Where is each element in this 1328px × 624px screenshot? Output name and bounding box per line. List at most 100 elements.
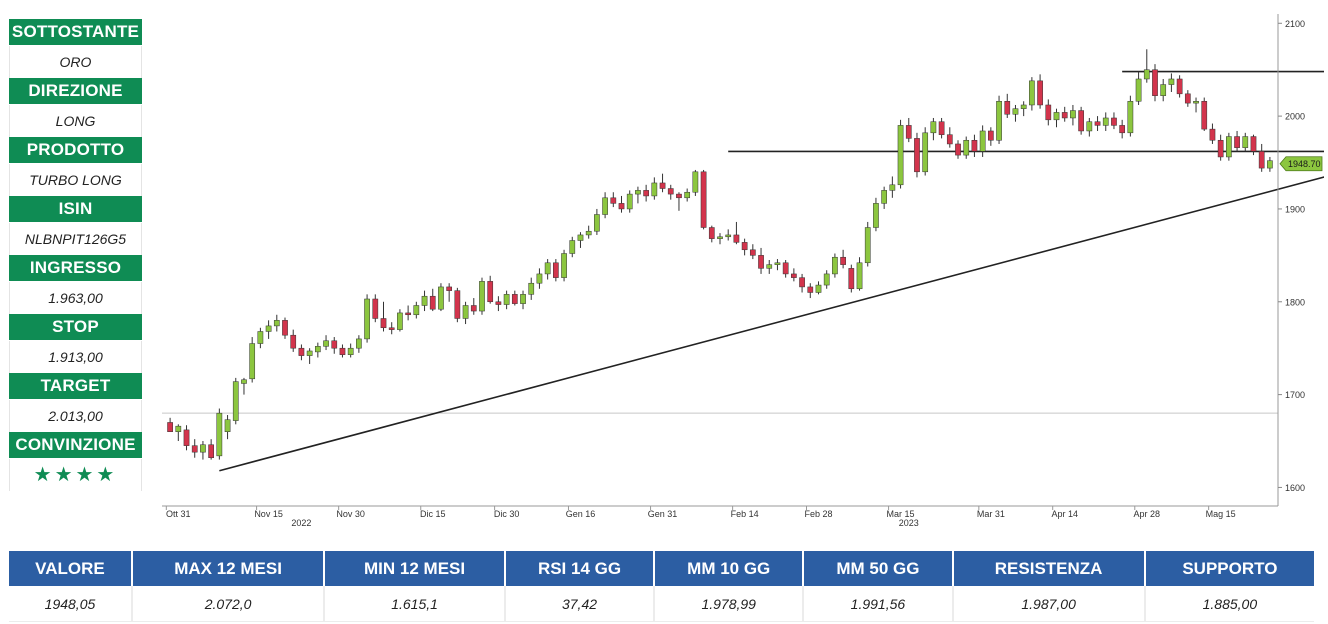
candle-body — [1020, 104, 1027, 109]
candle-body — [224, 419, 231, 432]
candle — [1143, 49, 1150, 83]
sidebar-value: 1.913,00 — [9, 341, 142, 373]
candle-body — [241, 379, 247, 384]
candle — [708, 225, 715, 243]
candle-body — [873, 203, 879, 228]
candle-body — [323, 340, 329, 347]
stats-value-cell: 37,42 — [503, 586, 654, 622]
candle-body — [585, 230, 592, 236]
candle — [1217, 134, 1224, 161]
candle-body — [479, 281, 485, 312]
y-tick-label: 1600 — [1285, 483, 1305, 493]
candle-body — [708, 227, 715, 239]
stats-header-cell: RSI 14 GG — [503, 551, 654, 586]
candle — [741, 238, 748, 256]
candle — [429, 288, 436, 312]
last-price-tag — [1279, 156, 1323, 172]
candle — [635, 186, 641, 204]
candle — [1086, 117, 1093, 137]
stats-value-cell: 1.991,56 — [802, 586, 952, 622]
candle-body — [257, 331, 264, 344]
candle — [815, 281, 822, 295]
candle — [1160, 78, 1167, 102]
y-tick-label: 2000 — [1285, 112, 1305, 122]
candle — [577, 232, 584, 248]
sidebar-label: PRODOTTO — [9, 137, 142, 163]
candle — [684, 188, 691, 202]
candle — [594, 208, 600, 235]
candle — [774, 259, 781, 271]
candle-body — [200, 444, 206, 453]
candle-body — [807, 286, 814, 293]
sidebar-label: STOP — [9, 314, 142, 340]
candle — [1094, 116, 1101, 131]
candle — [544, 259, 551, 280]
candle-body — [955, 143, 961, 156]
candle-body — [1061, 112, 1068, 119]
candle — [364, 294, 370, 343]
stats-table: VALORE MAX 12 MESI MIN 12 MESI RSI 14 GG MM … — [9, 551, 1314, 622]
candle-body — [265, 325, 272, 332]
candle — [405, 305, 411, 321]
candle-body — [881, 190, 887, 204]
candle-body — [380, 318, 387, 329]
sidebar-value: NLBNPIT126G5 — [9, 223, 142, 255]
candle-body — [799, 277, 805, 288]
candle-body — [1176, 78, 1183, 95]
candle-body — [167, 422, 173, 432]
candle-body — [388, 327, 395, 330]
candle-body — [528, 282, 535, 295]
candle — [388, 322, 395, 335]
candle-body — [470, 305, 477, 312]
candle — [1061, 106, 1068, 122]
candle — [971, 134, 978, 157]
candle-body — [946, 134, 953, 145]
candle-body — [520, 294, 526, 304]
candle-body — [1078, 110, 1084, 132]
candle-body — [1209, 128, 1216, 141]
candle-body — [290, 334, 297, 349]
candle — [511, 290, 518, 306]
candle — [339, 344, 346, 358]
stats-value-cell: 1.885,00 — [1143, 586, 1314, 622]
candle — [167, 417, 173, 432]
sidebar-label: CONVINZIONE — [9, 432, 142, 458]
candle-body — [774, 262, 781, 265]
x-tick-label: Feb 28 — [804, 509, 832, 519]
candle — [1250, 134, 1257, 156]
candle-body — [446, 286, 453, 291]
candle-body — [635, 190, 641, 195]
candle — [897, 119, 904, 189]
candle-body — [684, 191, 691, 199]
x-tick-label: Dic 30 — [494, 509, 520, 519]
candle — [626, 190, 633, 213]
candle — [356, 335, 362, 353]
y-tick-label: 1800 — [1285, 297, 1305, 307]
candle — [1102, 112, 1109, 131]
x-tick-label: Mar 31 — [977, 509, 1005, 519]
candle-body — [1250, 136, 1257, 152]
x-tick-label: Dic 15 — [420, 509, 446, 519]
candle-body — [758, 255, 764, 269]
stats-value-cell: 1.987,00 — [951, 586, 1144, 622]
candle-body — [823, 273, 830, 286]
sidebar-label: DIREZIONE — [9, 78, 142, 104]
candle — [758, 247, 764, 274]
candle — [503, 290, 510, 310]
candle-body — [1037, 80, 1043, 106]
candle-body — [922, 132, 929, 173]
candle — [454, 287, 461, 323]
candle — [1152, 64, 1158, 102]
candle-body — [643, 190, 649, 197]
trend-line — [219, 176, 1324, 472]
candle — [265, 320, 272, 339]
x-tick-label: Mar 15 — [887, 509, 915, 519]
candle — [1184, 90, 1191, 107]
candle — [667, 184, 674, 200]
candle — [659, 173, 666, 193]
candle-body — [1012, 108, 1019, 115]
candle-body — [594, 214, 600, 232]
candle — [347, 343, 354, 358]
candle — [717, 233, 723, 245]
candle-body — [503, 294, 510, 305]
